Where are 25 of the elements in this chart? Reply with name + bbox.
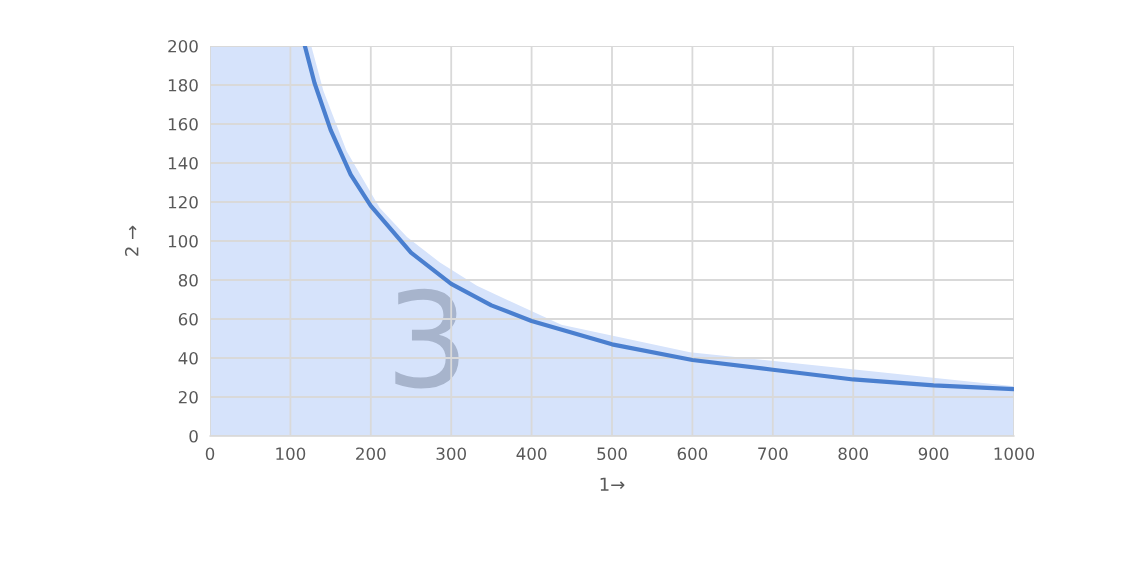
x-tick-label: 0 — [205, 447, 215, 461]
y-tick-label: 60 — [178, 312, 198, 326]
x-tick-label: 200 — [356, 447, 386, 461]
y-tick-label: 0 — [189, 429, 198, 443]
line-series — [302, 46, 1014, 392]
x-tick-label: 300 — [436, 447, 466, 461]
x-tick-label: 100 — [276, 447, 306, 461]
x-tick-label: 1000 — [994, 447, 1035, 461]
y-tick-label: 20 — [178, 390, 198, 404]
y-tick-label: 120 — [168, 195, 198, 209]
x-tick-label: 900 — [918, 447, 949, 461]
y-axis-title: 2 → — [124, 225, 139, 256]
x-axis-title: 1→ — [600, 477, 625, 491]
y-tick-label: 140 — [168, 156, 198, 170]
x-tick-label: 400 — [516, 447, 547, 461]
x-tick-label: 500 — [597, 447, 627, 461]
x-tick-label: 700 — [758, 447, 788, 461]
y-tick-label: 160 — [168, 117, 198, 131]
y-tick-label: 40 — [178, 351, 198, 365]
y-tick-label: 180 — [168, 78, 198, 92]
x-tick-label: 800 — [838, 447, 868, 461]
y-tick-label: 80 — [178, 273, 198, 287]
y-tick-label: 200 — [168, 39, 198, 53]
x-tick-label: 600 — [677, 447, 708, 461]
y-tick-label: 100 — [168, 234, 198, 248]
